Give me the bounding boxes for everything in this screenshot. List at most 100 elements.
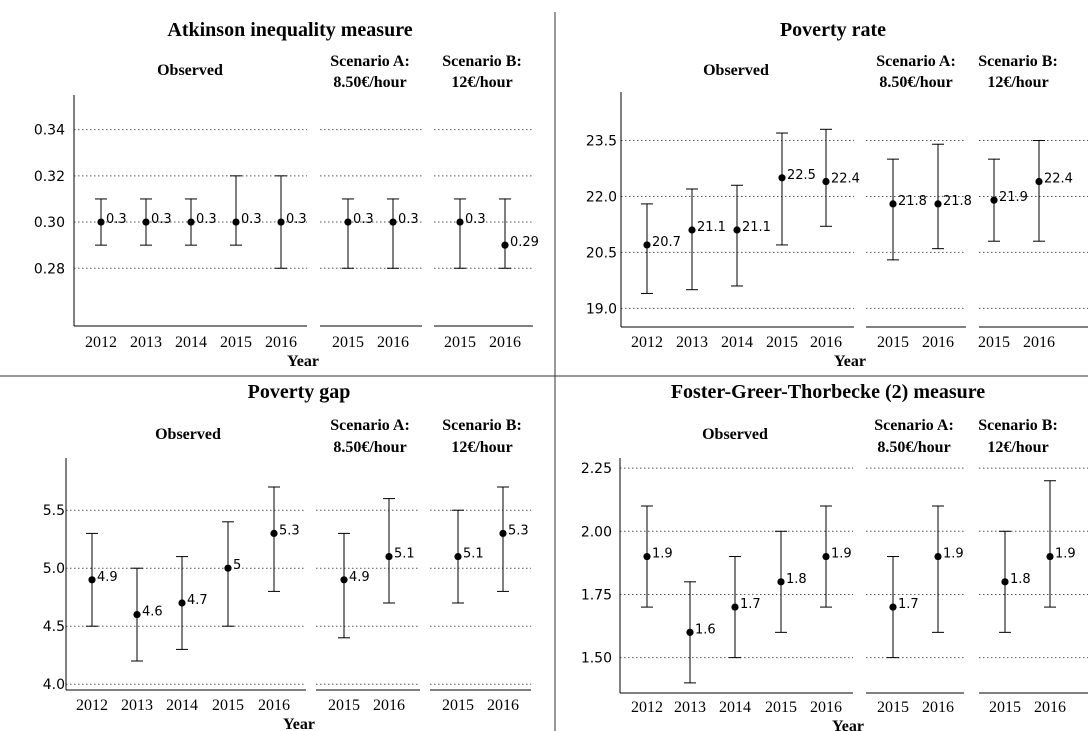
- x-tick-label: 2016: [1034, 699, 1066, 716]
- chart-panel: Atkinson inequality measure0.280.300.320…: [34, 19, 539, 370]
- facet-header-line: 8.50€/hour: [877, 439, 950, 456]
- facet-header-line: Scenario B:: [442, 417, 522, 434]
- facet-group: Scenario B: 12€/hour 0.3 2015 0.29 2016: [434, 53, 539, 351]
- y-tick-label: 5.5: [43, 503, 65, 519]
- data-label: 0.3: [196, 212, 217, 227]
- x-axis-label: Year: [287, 353, 319, 370]
- y-tick-label: 2.25: [581, 461, 612, 477]
- facet-header-line: 8.50€/hour: [333, 439, 406, 456]
- facet-header-line: 8.50€/hour: [879, 74, 952, 91]
- chart-panel: Poverty rate 19.0 20.5 22.0 23.5 Observed 20.7…: [586, 19, 1088, 370]
- data-label: 0.3: [106, 212, 127, 227]
- x-tick-label: 2015: [444, 334, 476, 351]
- data-label: 0.3: [241, 212, 262, 227]
- data-point: [643, 552, 651, 561]
- facet-group: Scenario B: 12€/hour 21.9 2015 22.4 2016: [978, 53, 1088, 351]
- data-point: [1035, 177, 1043, 186]
- x-tick-label: 2016: [258, 697, 290, 714]
- facet-header-line: Scenario B:: [442, 53, 522, 70]
- x-tick-label: 2014: [719, 699, 751, 716]
- data-label: 1.9: [1055, 547, 1076, 562]
- x-tick-label: 2013: [130, 334, 162, 351]
- data-label: 22.5: [787, 168, 816, 183]
- x-tick-label: 2015: [978, 334, 1010, 351]
- x-tick-label: 2012: [85, 334, 117, 351]
- data-point: [224, 564, 232, 572]
- y-tick-label: 0.34: [34, 123, 65, 139]
- facet-header-line: Scenario B:: [978, 417, 1058, 434]
- data-label: 22.4: [1044, 172, 1073, 187]
- data-point: [990, 196, 998, 204]
- data-point: [277, 218, 285, 226]
- data-point: [778, 174, 786, 182]
- data-label: 1.8: [786, 572, 807, 587]
- facet-header: Observed: [157, 62, 223, 79]
- y-tick-label: 0.28: [34, 261, 65, 277]
- data-label: 4.9: [349, 570, 370, 585]
- x-axis-label: Year: [832, 718, 864, 731]
- data-point: [643, 241, 651, 249]
- facet-header-line: 12€/hour: [987, 439, 1048, 456]
- x-tick-label: 2015: [442, 697, 474, 714]
- x-tick-label: 2016: [922, 334, 954, 351]
- data-label: 5.1: [394, 547, 415, 562]
- y-tick-label: 23.5: [586, 133, 617, 149]
- y-tick-label: 19.0: [586, 301, 617, 317]
- data-label: 1.9: [652, 547, 673, 562]
- facet-group: Scenario B: 12€/hour 5.1 2015 5.3 2016: [430, 417, 531, 714]
- facet-group: Observed 4.9 2012 4.6 2013 4.7 2014 5 2015 5.3 201…: [65, 426, 306, 714]
- facet-header-line: 8.50€/hour: [333, 74, 406, 91]
- x-tick-label: 2016: [487, 697, 519, 714]
- x-tick-label: 2016: [489, 334, 521, 351]
- data-label: 5.3: [508, 523, 529, 538]
- y-tick-label: 5.0: [43, 561, 65, 577]
- x-axis-label: Year: [283, 716, 315, 731]
- data-label: 21.8: [898, 194, 927, 209]
- x-tick-label: 2015: [877, 334, 909, 351]
- facet-header-line: 12€/hour: [451, 439, 512, 456]
- data-label: 4.7: [187, 593, 208, 608]
- data-label: 0.3: [151, 212, 172, 227]
- data-point: [733, 226, 741, 234]
- data-label: 4.6: [142, 605, 163, 620]
- x-tick-label: 2013: [121, 697, 153, 714]
- x-tick-label: 2016: [373, 697, 405, 714]
- facet-header: Observed: [702, 426, 768, 443]
- data-point: [142, 218, 150, 226]
- data-label: 21.1: [697, 220, 726, 235]
- data-point: [187, 218, 195, 226]
- facet-group: Scenario A: 8.50€/hour 21.8 2015 21.8 2016: [866, 53, 972, 351]
- x-tick-label: 2013: [676, 334, 708, 351]
- data-point: [688, 226, 696, 234]
- chart-title: Foster-Greer-Thorbecke (2) measure: [671, 381, 985, 403]
- data-point: [934, 552, 942, 561]
- data-point: [270, 529, 278, 538]
- data-point: [822, 177, 830, 186]
- data-label: 1.9: [943, 547, 964, 562]
- facet-header: Observed: [703, 62, 769, 79]
- chart-title: Poverty rate: [780, 19, 886, 41]
- data-point: [340, 576, 348, 584]
- data-point: [822, 552, 830, 561]
- x-tick-label: 2014: [166, 697, 198, 714]
- data-label: 0.3: [465, 212, 486, 227]
- x-tick-label: 2015: [766, 334, 798, 351]
- data-label: 0.3: [398, 212, 419, 227]
- facet-header: Observed: [155, 426, 221, 443]
- data-label: 21.1: [742, 220, 771, 235]
- data-point: [97, 218, 105, 226]
- x-tick-label: 2015: [220, 334, 252, 351]
- x-tick-label: 2016: [922, 699, 954, 716]
- data-point: [178, 599, 186, 607]
- data-point: [88, 576, 96, 584]
- data-point: [501, 241, 509, 249]
- data-point: [686, 628, 694, 636]
- facet-header-line: Scenario A:: [874, 417, 954, 434]
- data-label: 1.7: [740, 597, 761, 612]
- y-tick-label: 0.32: [34, 169, 65, 185]
- facet-group: Scenario A: 8.50€/hour 1.7 2015 1.9 2016: [866, 417, 964, 716]
- x-tick-label: 2016: [377, 334, 409, 351]
- data-label: 20.7: [652, 235, 681, 250]
- data-label: 1.8: [1010, 572, 1031, 587]
